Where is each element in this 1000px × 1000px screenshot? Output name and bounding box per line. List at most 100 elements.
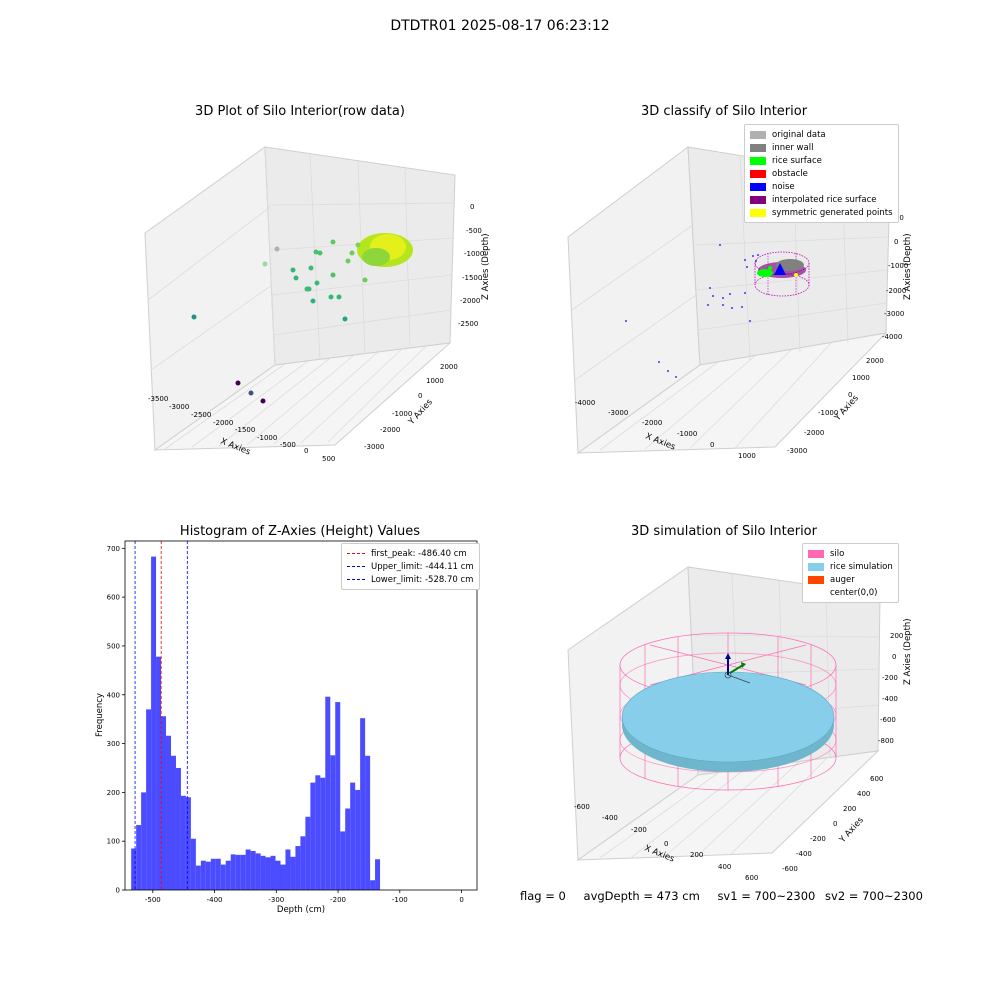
- simulation-ztick: 0: [892, 653, 896, 661]
- raw-3d-plot: -3500 -3000 -2500 -2000 -1500 -1000 -500…: [144, 146, 491, 463]
- status-footer: flag = 0 avgDepth = 473 cm sv1 = 700~230…: [520, 889, 937, 903]
- classify-ytick: -3000: [787, 447, 807, 455]
- histogram-bar: [235, 854, 241, 890]
- legend-label: symmetric generated points: [772, 207, 893, 218]
- legend-item: Lower_limit: -528.70 cm: [347, 573, 474, 586]
- y-tick-label: 600: [107, 594, 120, 602]
- classify-ytick: 1000: [852, 374, 870, 382]
- legend-line: [347, 566, 365, 567]
- simulation-panel-title: 3D simulation of Silo Interior: [631, 524, 817, 539]
- simulation-ytick: 0: [833, 820, 837, 828]
- legend-label: obstacle: [772, 168, 808, 179]
- histogram-bar: [185, 797, 191, 890]
- raw-xtick: 0: [304, 447, 308, 455]
- simulation-z-ticks: 200 0 -200 -400 -600 -800: [878, 632, 903, 745]
- simulation-xtick: -200: [631, 826, 647, 834]
- raw-y-ticks: 2000 1000 0 -1000 -2000 -3000: [364, 363, 458, 451]
- histogram-bar: [175, 767, 181, 890]
- classify-ytick: -1000: [818, 409, 838, 417]
- histogram-bar: [255, 853, 261, 890]
- simulation-ytick: -600: [782, 865, 798, 873]
- raw-zlabel: Z Axies (Depth): [481, 233, 491, 300]
- legend-item: obstacle: [750, 167, 893, 180]
- histogram-bar: [215, 858, 221, 890]
- y-tick-label: 100: [107, 838, 120, 846]
- classify-ztick: -3000: [884, 310, 904, 318]
- y-tick-label: 700: [107, 545, 120, 553]
- histogram-xlabel: Depth (cm): [277, 905, 325, 915]
- legend-line: [347, 579, 365, 580]
- histogram-bar: [131, 848, 137, 890]
- raw-axes-box: [144, 146, 456, 451]
- classify-x-ticks: -4000 -3000 -2000 -1000 0 1000: [575, 399, 756, 460]
- legend-swatch: [808, 575, 824, 584]
- raw-panel-title: 3D Plot of Silo Interior(row data): [195, 104, 405, 119]
- histogram-bar: [340, 831, 346, 890]
- raw-ztick: -500: [466, 227, 482, 235]
- histogram-bar: [355, 789, 361, 890]
- simulation-xtick: -600: [574, 803, 590, 811]
- histogram-bar: [375, 859, 381, 890]
- raw-ytick: -1000: [392, 410, 412, 418]
- histogram-bar: [270, 855, 276, 890]
- legend-label: Upper_limit: -444.11 cm: [371, 561, 474, 572]
- raw-xtick: -2500: [191, 411, 211, 419]
- histogram-bar: [166, 735, 171, 890]
- classify-3d-plot: -4000 -3000 -2000 -1000 0 1000 X Axies 2…: [567, 146, 913, 460]
- raw-ztick: -1500: [462, 274, 482, 282]
- histogram-bar: [360, 718, 366, 890]
- simulation-ztick: -200: [882, 674, 898, 682]
- x-tick-label: -100: [392, 896, 408, 904]
- histogram-bar: [285, 849, 291, 890]
- legend-label: noise: [772, 181, 795, 192]
- auger-marker: [724, 653, 751, 684]
- classify-noise-points: [625, 244, 759, 378]
- simulation-ytick: -200: [810, 835, 826, 843]
- classify-ztick: -4000: [882, 333, 902, 341]
- simulation-ztick: -400: [882, 695, 898, 703]
- histogram-bar: [146, 709, 152, 890]
- raw-ztick: 0: [470, 203, 474, 211]
- histogram-bar: [300, 836, 306, 890]
- legend-item: rice surface: [750, 154, 893, 167]
- simulation-zlabel: Z Axies (Depth): [903, 618, 913, 685]
- legend-item: original data: [750, 128, 893, 141]
- y-tick-label: 300: [107, 740, 120, 748]
- histogram-bar: [330, 755, 336, 890]
- simulation-ytick: 400: [857, 790, 870, 798]
- legend-label: auger: [830, 574, 855, 585]
- avg-depth-text: avgDepth = 473 cm: [583, 889, 700, 903]
- raw-ytick: 2000: [440, 363, 458, 371]
- classify-y-ticks: 2000 1000 0 -1000 -2000 -3000: [787, 357, 884, 455]
- raw-ztick: -1000: [464, 250, 484, 258]
- legend-label: center(0,0): [830, 587, 878, 598]
- raw-xtick: -1000: [257, 434, 277, 442]
- x-tick-label: 0: [459, 896, 463, 904]
- classify-xtick: -3000: [608, 409, 628, 417]
- histogram-bar: [195, 865, 201, 890]
- histogram-bar: [220, 864, 226, 890]
- simulation-ztick: -800: [878, 737, 894, 745]
- classify-xtick: -4000: [575, 399, 595, 407]
- legend-swatch: [808, 589, 824, 597]
- raw-ytick: -2000: [380, 426, 400, 434]
- histogram-ylabel: Frequency: [95, 693, 105, 737]
- simulation-legend: silo rice simulation auger center(0,0): [802, 543, 899, 603]
- histogram-bar: [365, 755, 371, 890]
- simulation-xtick: 400: [718, 863, 731, 871]
- histogram-bar: [260, 855, 266, 890]
- histogram-bar: [335, 702, 341, 890]
- legend-swatch: [750, 169, 766, 178]
- x-tick-label: -400: [207, 896, 223, 904]
- histogram-bar: [200, 860, 206, 890]
- histogram-bar: [141, 792, 147, 890]
- classify-xtick: 1000: [738, 452, 756, 460]
- legend-swatch: [750, 182, 766, 191]
- classify-xtick: 0: [710, 441, 714, 449]
- histogram-bar: [265, 857, 271, 890]
- flag-text: flag = 0: [520, 889, 566, 903]
- legend-label: rice surface: [772, 155, 822, 166]
- histogram-bar: [245, 849, 251, 890]
- histogram-x-ticks: -500 -400 -300 -200 -100 0: [145, 890, 464, 904]
- classify-xtick: -2000: [642, 419, 662, 427]
